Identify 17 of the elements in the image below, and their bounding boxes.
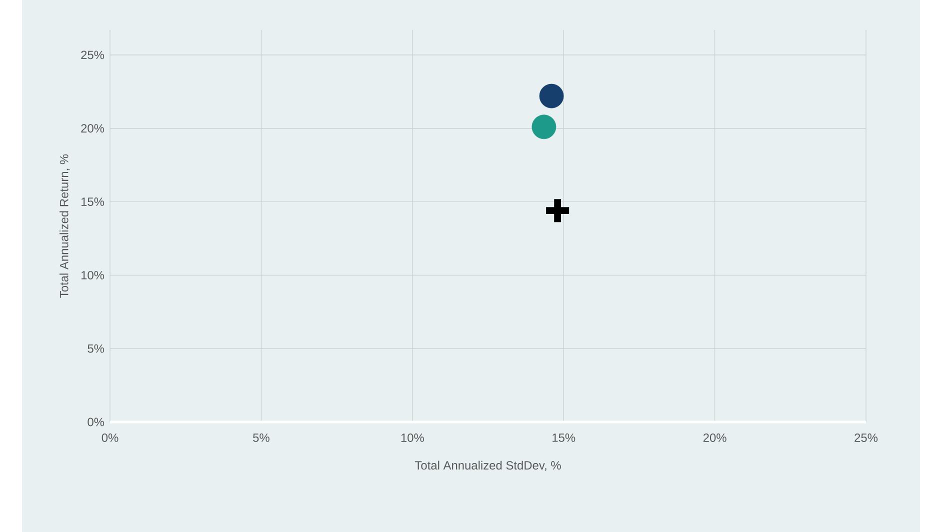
point: [539, 84, 564, 108]
y-tick-label: 20%: [81, 124, 104, 133]
point: [546, 199, 570, 222]
x-tick-label: 0%: [102, 434, 118, 442]
x-tick-label: 20%: [703, 434, 726, 442]
x-axis-title: Total Annualized StdDev, %: [414, 460, 561, 472]
y-tick-label: 0%: [88, 418, 104, 426]
y-tick-label: 25%: [81, 50, 104, 60]
y-tick-label: 15%: [81, 198, 104, 206]
x-tick-label: 10%: [401, 434, 424, 442]
point: [532, 114, 556, 140]
y-tick-label: 5%: [88, 344, 104, 353]
y-axis-title: Total Annualized Return, %: [60, 154, 70, 298]
y-tick-label: 10%: [81, 270, 104, 280]
x-tick-label: 5%: [253, 434, 270, 442]
x-tick-label: 15%: [552, 434, 576, 442]
x-tick-label: 25%: [854, 434, 878, 442]
